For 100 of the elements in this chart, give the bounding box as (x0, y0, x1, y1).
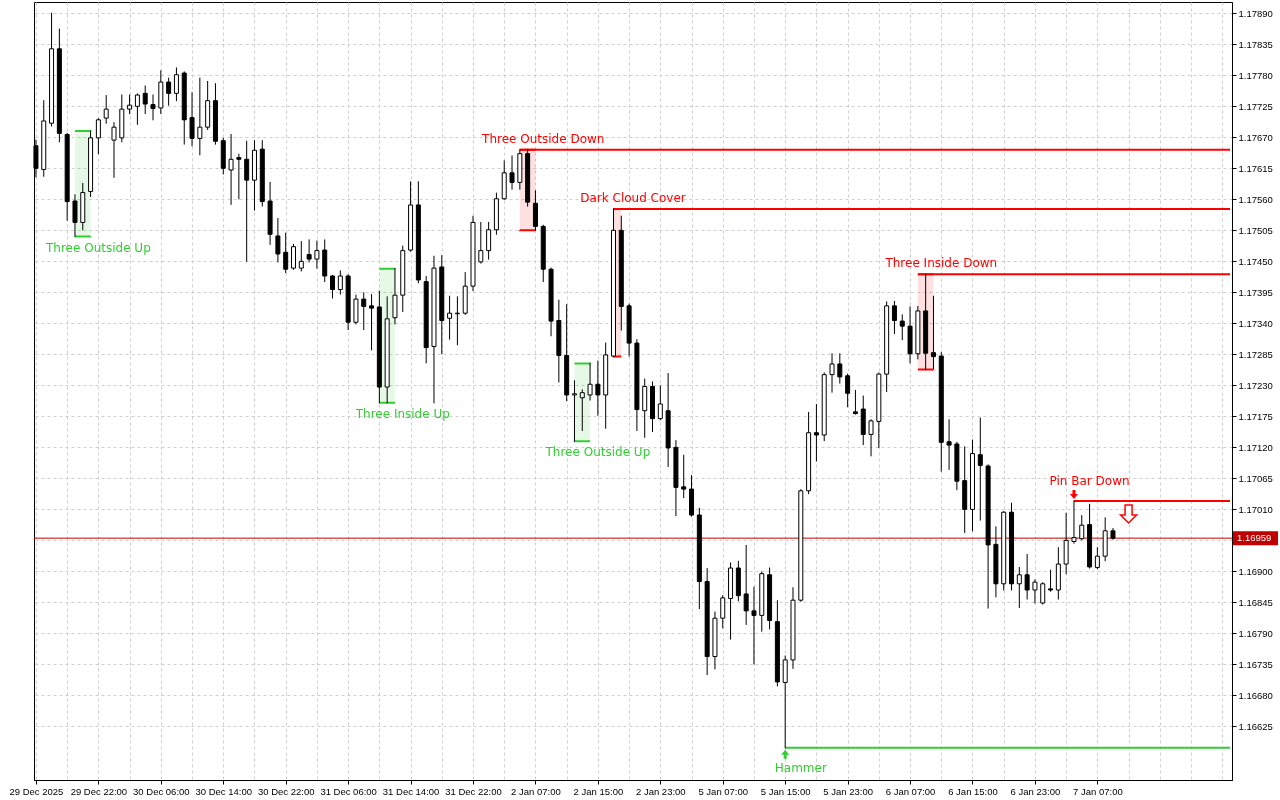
candlestick (142, 85, 148, 115)
y-tick-label: 1.17835 (1238, 38, 1273, 50)
candlestick (291, 243, 296, 270)
y-tick-label: 1.17065 (1238, 472, 1273, 484)
annotation: Three Inside Up (354, 406, 450, 421)
candlestick (571, 380, 577, 442)
candlestick (150, 94, 156, 121)
y-tick-label: 1.17780 (1238, 69, 1273, 81)
x-tick-label: 2 Jan 23:00 (635, 785, 686, 797)
y-tick-label: 1.17010 (1238, 503, 1273, 515)
annotation: Three Inside Down (884, 256, 998, 271)
y-tick-label: 1.17395 (1238, 286, 1273, 298)
x-tick-label: 5 Jan 15:00 (760, 785, 811, 797)
candlestick (1079, 515, 1085, 541)
x-tick-label: 29 Dec 22:00 (70, 785, 128, 797)
candlestick (353, 294, 359, 325)
y-tick-label: 1.17505 (1238, 224, 1273, 236)
candlestick (930, 295, 936, 369)
x-tick-label: 30 Dec 06:00 (133, 785, 190, 797)
x-tick-label: 6 Jan 23:00 (1010, 785, 1061, 797)
candlestick (1040, 582, 1046, 605)
y-tick-label: 1.17120 (1238, 441, 1273, 453)
y-tick-label: 1.17230 (1238, 379, 1273, 391)
candlestick (173, 67, 179, 102)
candlestick (899, 314, 905, 341)
y-tick-label: 1.17890 (1238, 7, 1273, 19)
candlestick (837, 353, 843, 384)
candlestick (189, 92, 195, 147)
candlestick (657, 385, 663, 421)
candlestick (977, 417, 983, 521)
candlestick (579, 389, 585, 431)
candlestick (829, 353, 835, 393)
candlestick (868, 419, 874, 457)
candlestick (369, 294, 375, 351)
x-tick-label: 31 Dec 14:00 (382, 785, 440, 797)
candlestick (166, 77, 172, 106)
candlestick (236, 153, 242, 200)
candlestick (95, 118, 101, 155)
candlestick (681, 454, 687, 499)
candlestick (852, 389, 858, 415)
y-tick-label: 1.17560 (1238, 193, 1273, 205)
y-tick-label: 1.17340 (1238, 317, 1273, 329)
candlestick (587, 362, 593, 401)
candlestick (751, 586, 757, 665)
candlestick (478, 221, 484, 264)
candlestick (720, 595, 726, 629)
x-tick-label: 29 Dec 2025 (9, 785, 64, 797)
y-tick-label: 1.16900 (1238, 565, 1273, 577)
candlestick (134, 93, 140, 125)
candlestick (111, 122, 117, 178)
x-tick-label: 6 Jan 07:00 (885, 785, 936, 797)
x-tick-label: 7 Jan 07:00 (1073, 785, 1123, 797)
annotation: Hammer (774, 760, 827, 775)
candlestick (782, 655, 788, 749)
annotation: Pin Bar Down (1049, 473, 1130, 488)
candlestick (1016, 566, 1022, 608)
x-tick-label: 6 Jan 15:00 (948, 785, 998, 797)
y-tick-label: 1.17450 (1238, 255, 1273, 267)
candlestick (72, 194, 78, 238)
candlestick (228, 133, 234, 205)
x-tick-label: 5 Jan 07:00 (698, 785, 749, 797)
candlestick (306, 239, 312, 263)
candlestick (330, 274, 336, 299)
candlestick (127, 94, 133, 115)
candlestick (337, 270, 343, 295)
candlestick (298, 241, 304, 272)
y-tick-label: 1.17615 (1238, 162, 1273, 174)
candlestick (532, 190, 538, 231)
candlestick (1024, 553, 1030, 600)
annotation: Three Outside Up (544, 445, 651, 460)
x-tick-label: 2 Jan 07:00 (511, 785, 561, 797)
candlestick (1094, 547, 1100, 570)
candlestick (509, 155, 515, 190)
candlestick (1032, 579, 1038, 604)
annotation: Dark Cloud Cover (580, 190, 686, 205)
candlestick (197, 77, 203, 156)
annotation: Three Outside Down (481, 131, 605, 146)
candlestick (275, 217, 281, 263)
candlestick (743, 544, 749, 625)
candlestick (244, 140, 250, 262)
candlestick (595, 360, 601, 416)
y-tick-label: 1.17285 (1238, 348, 1273, 360)
x-tick-label: 31 Dec 06:00 (320, 785, 377, 797)
candlestick (486, 221, 492, 260)
annotation: Three Outside Up (45, 240, 151, 255)
candlestick (946, 419, 952, 470)
candlestick (1063, 512, 1069, 575)
x-tick-label: 30 Dec 22:00 (257, 785, 315, 797)
candlestick (1071, 500, 1077, 544)
candlestick (845, 373, 851, 408)
y-tick-label: 1.16625 (1238, 720, 1273, 732)
y-tick-label: 1.16845 (1238, 596, 1273, 608)
candlestick (813, 404, 819, 462)
candlestick (314, 240, 320, 269)
y-tick-label: 1.16735 (1238, 658, 1273, 670)
candlestick (283, 232, 289, 274)
y-tick-label: 1.17670 (1238, 131, 1273, 143)
candlestick (392, 268, 398, 325)
y-tick-label: 1.16680 (1238, 689, 1273, 701)
candlestick (361, 292, 367, 331)
